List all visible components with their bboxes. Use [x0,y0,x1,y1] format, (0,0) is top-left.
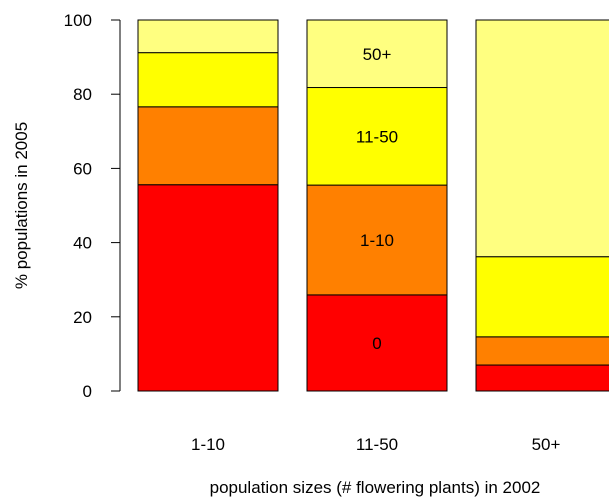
segment-labels-group: 0 1-10 11-50 50+ [356,45,398,353]
bar-segment-11-50-0 [306,294,448,392]
bar-segment-1-10-50+ [137,19,279,54]
bars-group [137,19,609,392]
bar-segment-1-10-1-10 [137,106,279,186]
y-tick-label-100: 100 [64,11,92,30]
y-axis: 0 20 40 60 80 100 [64,11,121,401]
segment-label-1-10: 1-10 [360,231,394,250]
x-axis-title: population sizes (# flowering plants) in… [210,478,541,497]
bar-segment-50+-0 [475,364,609,392]
y-tick-label-80: 80 [73,85,92,104]
segment-label-0: 0 [372,334,381,353]
bar-segment-50+-11-50 [475,256,609,338]
bar-segment-50+-1-10 [475,336,609,366]
bar-segment-11-50-50+ [306,19,448,89]
x-tick-label-50+: 50+ [532,435,561,454]
y-axis-title: % populations in 2005 [12,122,31,289]
bar-segment-1-10-0 [137,184,279,392]
bar-segment-50+-50+ [475,19,609,258]
segment-label-50+: 50+ [363,45,392,64]
x-tick-label-11-50: 11-50 [356,435,398,454]
y-tick-label-0: 0 [83,382,92,401]
y-tick-label-20: 20 [73,308,92,327]
bar-segment-11-50-1-10 [306,184,448,296]
segment-label-11-50: 11-50 [356,127,398,146]
bar-segment-11-50-11-50 [306,87,448,186]
x-axis-category-labels: 1-10 11-50 50+ [191,435,561,454]
y-tick-label-60: 60 [73,159,92,178]
bar-segment-1-10-11-50 [137,52,279,108]
x-tick-label-1-10: 1-10 [191,435,225,454]
y-tick-label-40: 40 [73,234,92,253]
